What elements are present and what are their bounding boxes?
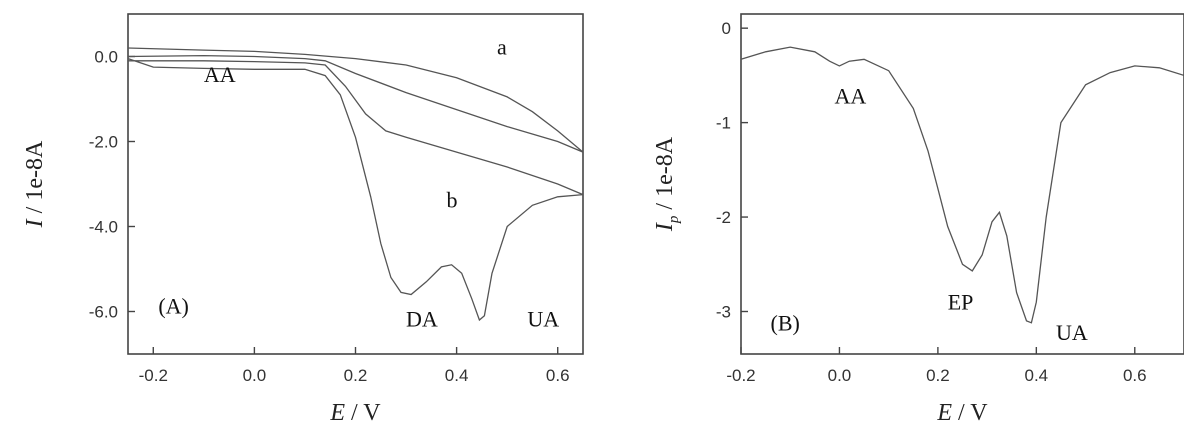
panel-a-curve-b-lower — [127, 57, 584, 322]
panel-b-group: -0.2 0.0 0.2 0.4 0.6 0 -1 -2 -3 AA EP (B) UA E / V Ip … — [652, 13, 1184, 426]
panel-a-annotation: b — [447, 187, 458, 212]
panel-a-curve-b-upper — [128, 60, 584, 196]
panel-a-annotation: a — [497, 34, 507, 59]
panel-a-annotation: UA — [527, 306, 559, 331]
panel-a-annotation: (A) — [158, 294, 189, 319]
panel-a-group: -0.2 0.0 0.2 0.4 0.6 0.0 -2.0 -4.0 -6.0 a AA b (A) DA… — [22, 13, 584, 426]
panel-b-curve-dpv — [740, 46, 1184, 324]
panel-b-y-tick-label: -2 — [716, 208, 731, 227]
panel-b-y-axis-title: Ip / 1e-8A — [652, 136, 682, 232]
panel-b-annotation: EP — [948, 290, 974, 315]
panel-a-x-axis-title: E / V — [329, 400, 381, 426]
panel-b-y-tick-label: -3 — [716, 303, 731, 322]
panel-b-y-tick-label: 0 — [722, 19, 731, 38]
panel-a-plot-frame — [127, 13, 584, 355]
panel-b-plot-frame — [740, 13, 1184, 355]
panel-a-x-tick-label: 0.0 — [243, 366, 267, 385]
panel-b-x-tick-label: -0.2 — [726, 366, 755, 385]
panel-b-x-tick-label: 0.2 — [926, 366, 950, 385]
panel-a-x-tick-label: 0.2 — [344, 366, 368, 385]
panel-a-y-axis-title: I / 1e-8A — [22, 140, 48, 228]
panel-b-annotation: (B) — [771, 310, 800, 335]
panel-a-y-tick-label: -2.0 — [89, 133, 118, 152]
panel-a-y-tick-label: -6.0 — [89, 303, 118, 322]
panel-b-x-tick-label: 0.6 — [1123, 366, 1147, 385]
panel-a-x-tick-label: -0.2 — [139, 366, 168, 385]
panel-a-annotation: AA — [204, 62, 236, 87]
panel-b-annotation: UA — [1056, 320, 1088, 345]
panel-a-curve-a-upper — [127, 47, 584, 153]
panel-b-x-tick-label: 0.0 — [828, 366, 852, 385]
panel-a-annotation: DA — [406, 306, 438, 331]
panel-b-annotation: AA — [835, 84, 867, 109]
panel-b-x-tick-label: 0.4 — [1025, 366, 1049, 385]
panel-b-y-tick-label: -1 — [716, 114, 731, 133]
panel-a-x-tick-label: 0.6 — [546, 366, 570, 385]
panel-a-y-tick-label: 0.0 — [94, 48, 118, 67]
panel-a-curve-a-lower — [127, 54, 584, 153]
panel-a-y-tick-label: -4.0 — [89, 218, 118, 237]
panel-b-x-axis-title: E / V — [936, 400, 988, 426]
panel-a-x-tick-label: 0.4 — [445, 366, 469, 385]
